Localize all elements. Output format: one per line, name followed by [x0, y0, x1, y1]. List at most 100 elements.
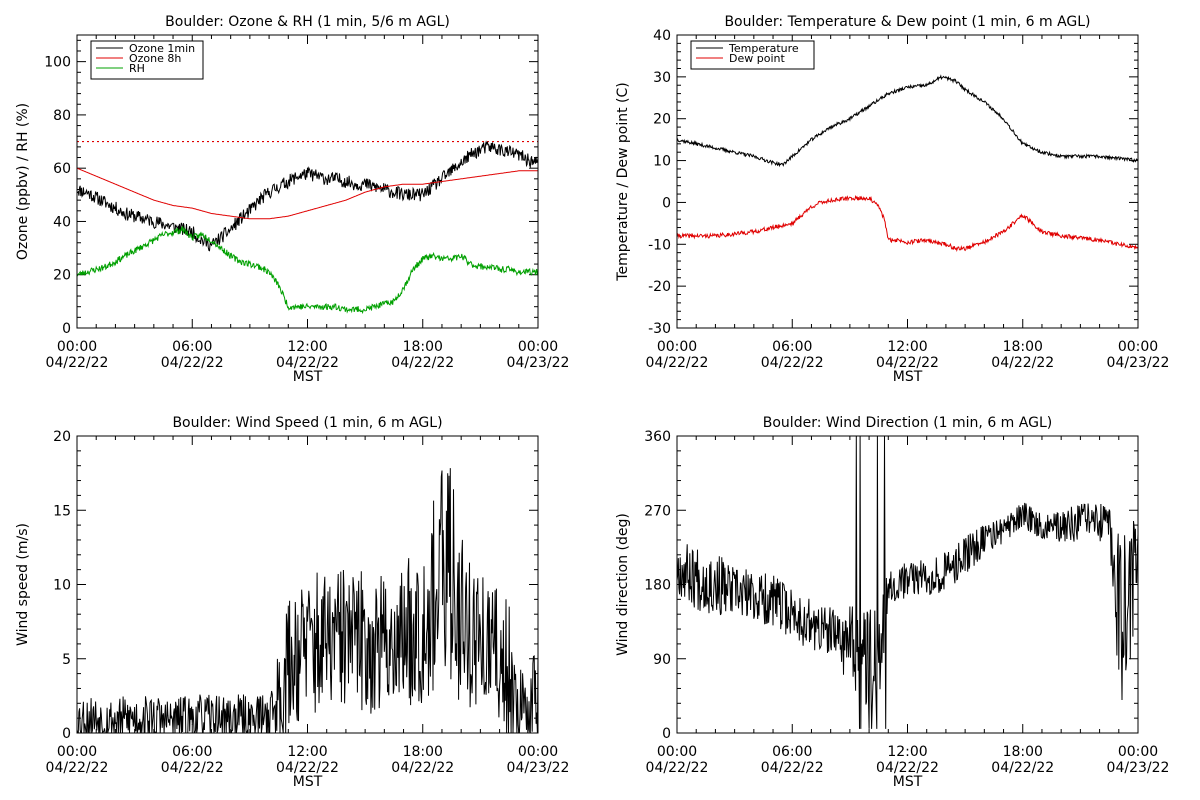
x-tick-label-time: 06:00: [172, 744, 212, 760]
wind-direction-axes-frame: [676, 435, 1139, 734]
temp-dewpoint-axes-frame: [676, 34, 1139, 329]
x-tick-label-time: 06:00: [172, 339, 212, 355]
series-line-wind-speed: [77, 468, 538, 733]
x-tick-label-date: 04/22/22: [646, 355, 709, 371]
x-tick-label-date: 04/22/22: [761, 760, 824, 776]
wind-direction-title: Boulder: Wind Direction (1 min, 6 m AGL): [763, 415, 1052, 431]
x-tick-label-time: 18:00: [1003, 744, 1043, 760]
ozone-rh-axes-frame: [76, 34, 539, 329]
x-tick-label-date: 04/22/22: [646, 760, 709, 776]
y-tick-label: 0: [62, 726, 71, 742]
series-line-temperature: [677, 74, 1138, 168]
series-line-ozone-8h: [77, 167, 538, 220]
legend-label: Ozone 8h: [129, 52, 181, 65]
x-tick-label-date: 04/22/22: [391, 760, 454, 776]
wind-speed-ylabel: Wind speed (m/s): [15, 523, 31, 646]
x-tick-label-time: 00:00: [1118, 339, 1158, 355]
series-line-dew-point: [677, 194, 1138, 253]
y-tick-label: 80: [53, 108, 71, 124]
wind-direction-xlabel: MST: [893, 774, 923, 790]
ozone-rh-ylabel: Ozone (ppbv) / RH (%): [15, 103, 31, 260]
x-tick-label-date: 04/22/22: [991, 760, 1054, 776]
x-tick-label-time: 06:00: [772, 339, 812, 355]
ozone-rh-title: Boulder: Ozone & RH (1 min, 5/6 m AGL): [165, 14, 450, 30]
x-tick-label-date: 04/22/22: [46, 355, 109, 371]
x-tick-label-date: 04/22/22: [876, 760, 939, 776]
x-tick-label-date: 04/22/22: [391, 355, 454, 371]
wind-speed-title: Boulder: Wind Speed (1 min, 6 m AGL): [172, 415, 442, 431]
ozone-rh-xlabel: MST: [293, 369, 323, 385]
x-tick-label-time: 12:00: [887, 339, 927, 355]
x-tick-label-time: 00:00: [1118, 744, 1158, 760]
y-tick-label: -10: [648, 237, 671, 253]
x-tick-label-time: 12:00: [287, 744, 327, 760]
x-tick-label-date: 04/22/22: [46, 760, 109, 776]
y-tick-label: 0: [62, 321, 71, 337]
y-tick-label: 360: [644, 429, 671, 445]
x-tick-label-date: 04/22/22: [276, 355, 339, 371]
y-tick-label: 15: [53, 503, 71, 519]
legend-box: [690, 40, 815, 70]
x-tick-label-time: 00:00: [57, 744, 97, 760]
temp-dewpoint-xlabel: MST: [893, 369, 923, 385]
x-tick-label-time: 00:00: [518, 339, 558, 355]
y-tick-label: 40: [653, 28, 671, 44]
x-tick-label-date: 04/22/22: [876, 355, 939, 371]
wind-speed-xlabel: MST: [293, 774, 323, 790]
temperature-dewpoint-panel: Boulder: Temperature & Dew point (1 min,…: [615, 14, 1169, 385]
y-tick-label: 20: [53, 429, 71, 445]
legend-label: Dew point: [729, 52, 785, 65]
x-tick-label-time: 12:00: [287, 339, 327, 355]
x-tick-label-time: 00:00: [657, 744, 697, 760]
y-tick-label: 40: [53, 214, 71, 230]
legend-label: Ozone 1min: [129, 42, 195, 55]
y-tick-label: 90: [653, 652, 671, 668]
x-tick-label-date: 04/23/22: [507, 355, 570, 371]
temp-dewpoint-ylabel: Temperature / Dew point (C): [615, 82, 631, 281]
x-tick-label-date: 04/22/22: [761, 355, 824, 371]
y-tick-label: 20: [653, 112, 671, 128]
x-tick-label-date: 04/22/22: [991, 355, 1054, 371]
series-line-ozone-1min: [77, 140, 538, 252]
x-tick-label-time: 18:00: [1003, 339, 1043, 355]
x-tick-label-time: 18:00: [403, 744, 443, 760]
y-tick-label: 30: [653, 70, 671, 86]
x-tick-label-time: 00:00: [518, 744, 558, 760]
y-tick-label: 180: [644, 578, 671, 594]
ozone-rh-panel: Boulder: Ozone & RH (1 min, 5/6 m AGL) Oz…: [15, 14, 569, 385]
x-tick-label-date: 04/22/22: [276, 760, 339, 776]
x-tick-label-time: 00:00: [657, 339, 697, 355]
x-tick-label-date: 04/22/22: [161, 355, 224, 371]
y-tick-label: 20: [53, 268, 71, 284]
x-tick-label-time: 18:00: [403, 339, 443, 355]
y-tick-label: -20: [648, 279, 671, 295]
y-tick-label: 100: [44, 55, 71, 71]
y-tick-label: 0: [662, 726, 671, 742]
wind-speed-axes-frame: [76, 435, 539, 734]
legend-label: RH: [129, 62, 145, 75]
y-tick-label: 60: [53, 161, 71, 177]
y-tick-label: 10: [653, 154, 671, 170]
temp-dewpoint-plot-area: [677, 74, 1138, 253]
wind-speed-plot-area: [77, 468, 538, 733]
y-tick-label: 10: [53, 578, 71, 594]
wind-direction-panel: Boulder: Wind Direction (1 min, 6 m AGL)…: [615, 415, 1169, 790]
wind-speed-panel: Boulder: Wind Speed (1 min, 6 m AGL) Wind…: [15, 415, 569, 790]
wind-direction-plot-area: [677, 436, 1138, 729]
x-tick-label-date: 04/23/22: [1107, 760, 1170, 776]
legend-label: Temperature: [728, 42, 799, 55]
x-tick-label-date: 04/23/22: [507, 760, 570, 776]
x-tick-label-time: 00:00: [57, 339, 97, 355]
y-tick-label: 0: [662, 195, 671, 211]
ozone-rh-plot-area: [77, 140, 538, 315]
x-tick-label-time: 12:00: [887, 744, 927, 760]
series-line-wind-direction: [677, 436, 1138, 729]
y-tick-label: 5: [62, 652, 71, 668]
x-tick-label-time: 06:00: [772, 744, 812, 760]
y-tick-label: -30: [648, 321, 671, 337]
temp-dewpoint-title: Boulder: Temperature & Dew point (1 min,…: [724, 14, 1090, 30]
x-tick-label-date: 04/22/22: [161, 760, 224, 776]
wind-direction-ylabel: Wind direction (deg): [615, 513, 631, 656]
series-line-rh: [77, 226, 538, 315]
